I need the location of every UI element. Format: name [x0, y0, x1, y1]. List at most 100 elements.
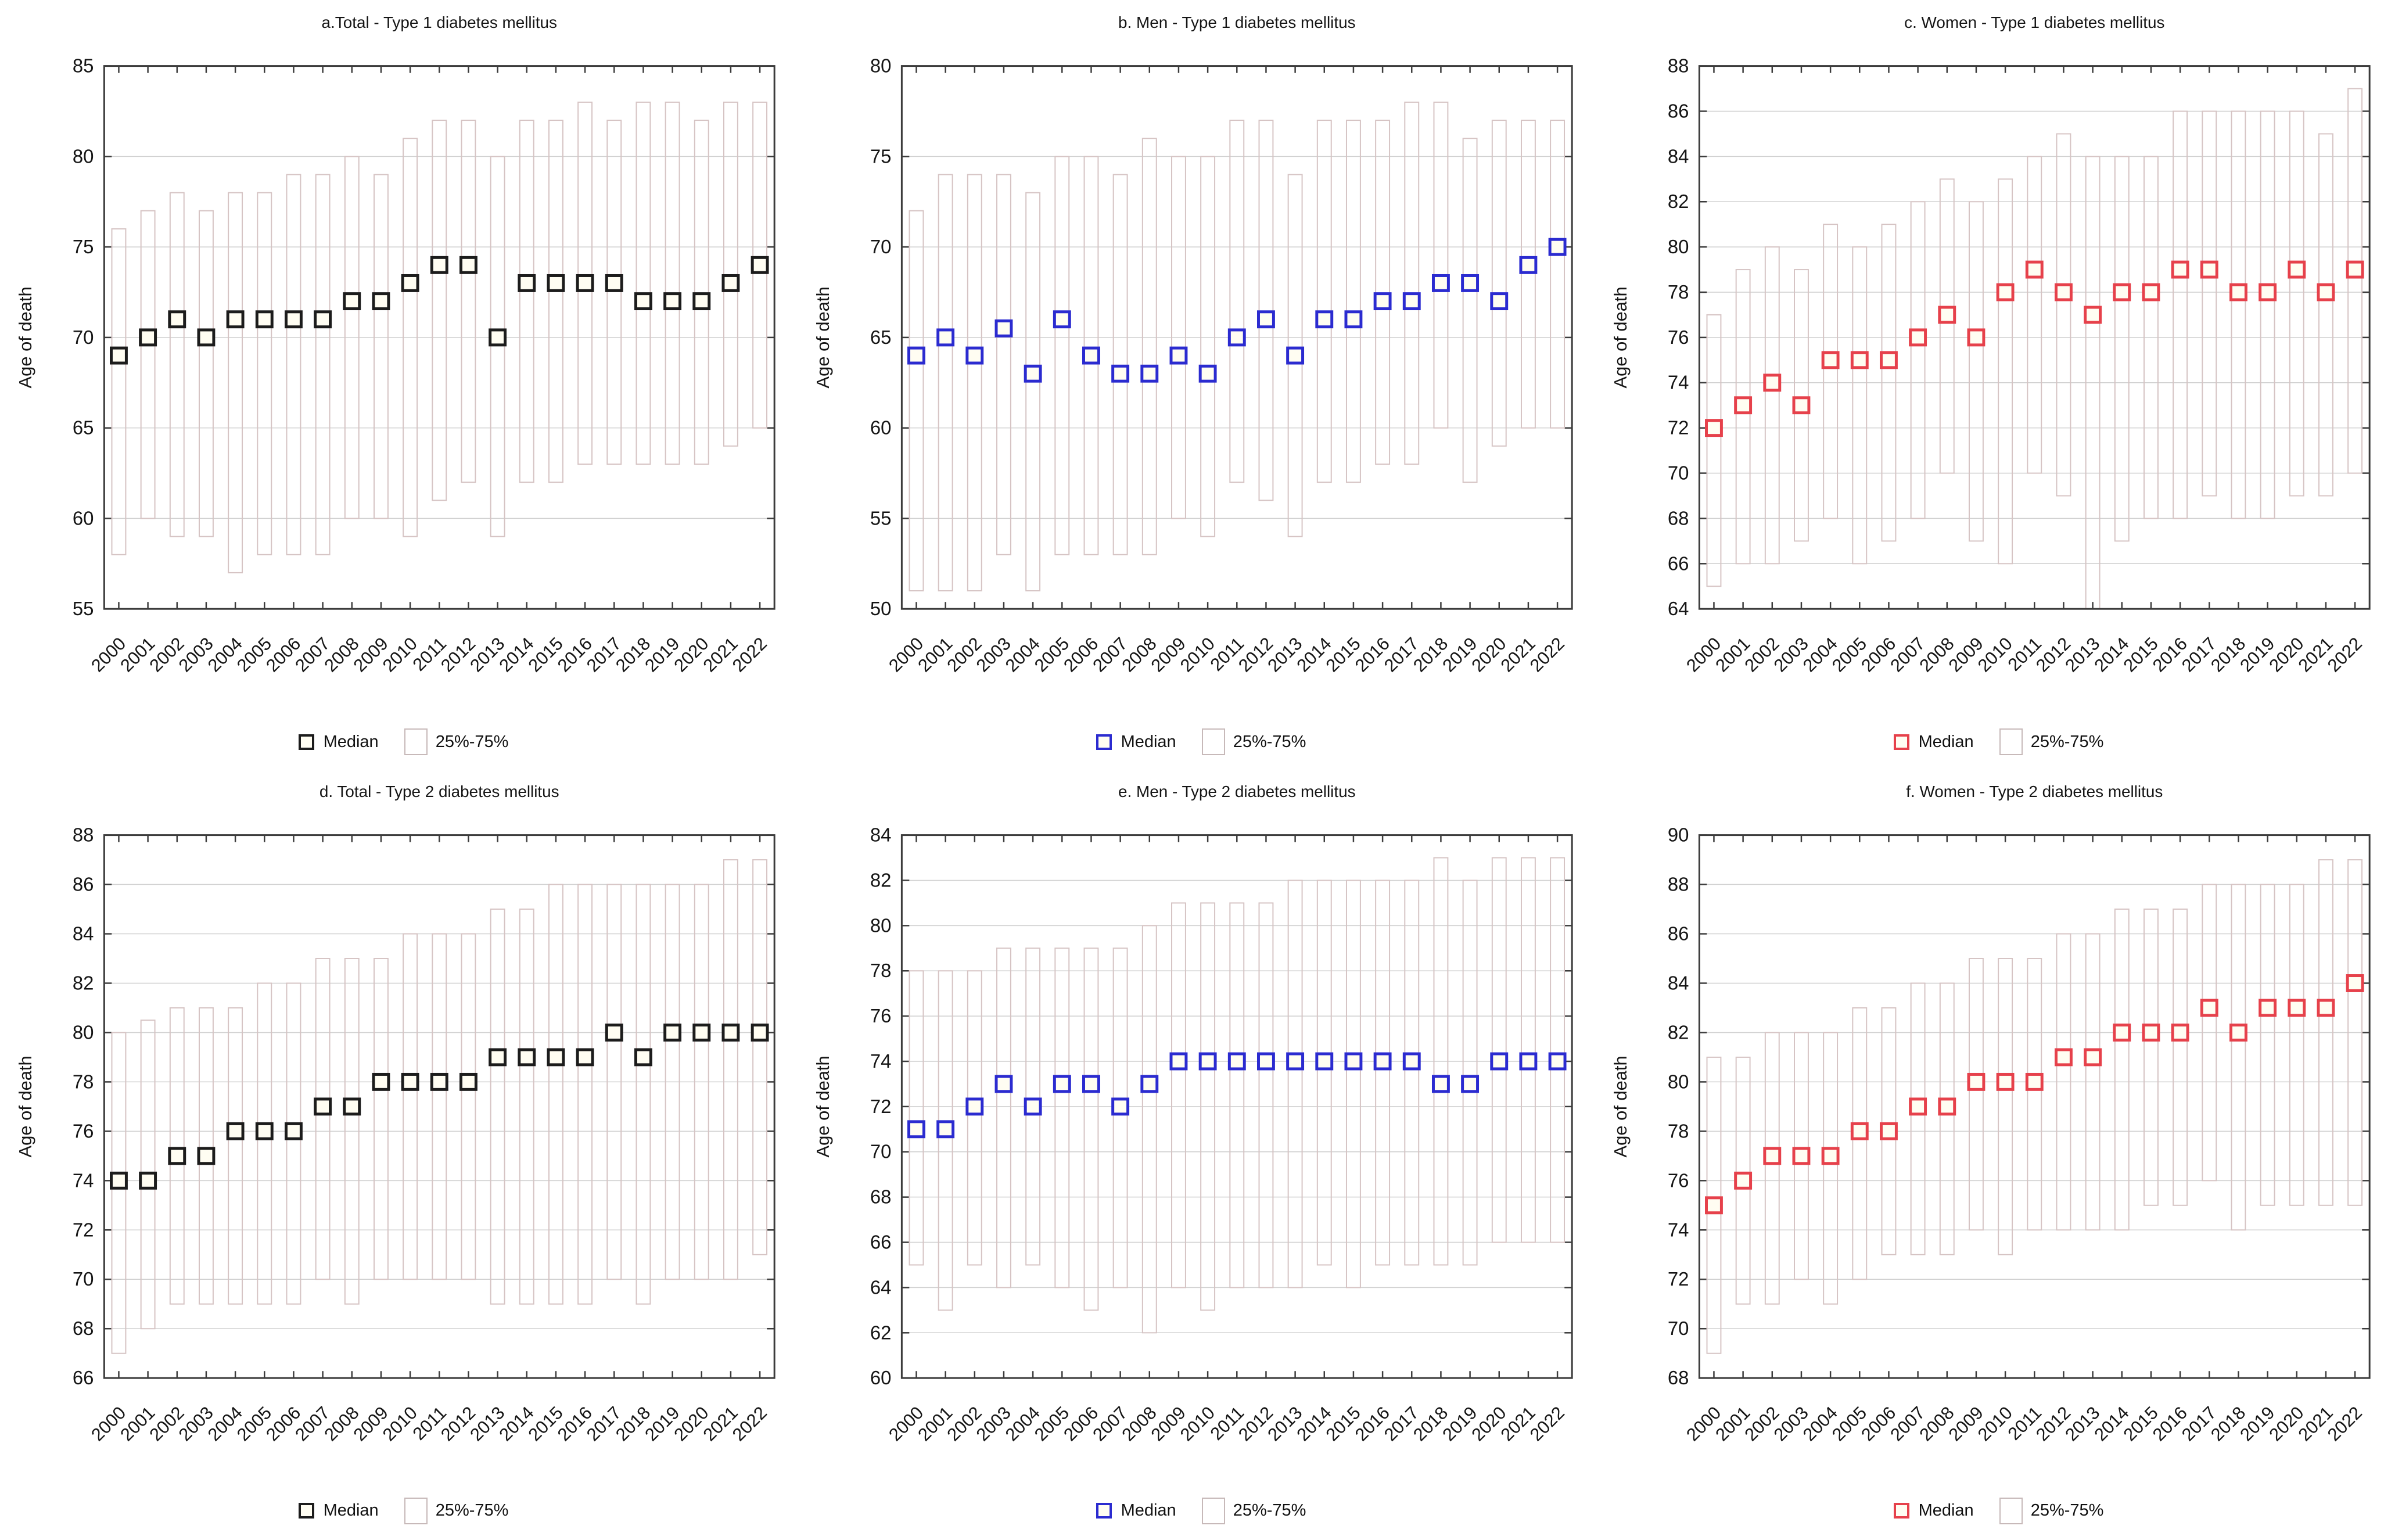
chart-women-type1: c. Women - Type 1 diabetes mellitus Age o…: [1610, 13, 2371, 676]
iqr-bar: [1171, 156, 1186, 519]
y-tick-label: 85: [73, 55, 94, 77]
median-marker: [663, 292, 682, 311]
median-marker: [314, 310, 332, 329]
median-marker: [343, 292, 361, 311]
median-marker: [2113, 283, 2131, 301]
iqr-bar: [967, 174, 982, 592]
median-marker: [1792, 1146, 1811, 1165]
y-tick-label: 90: [1668, 824, 1689, 845]
median-marker: [1256, 1052, 1275, 1070]
median-marker: [936, 1119, 955, 1138]
median-marker: [1053, 1075, 1071, 1093]
y-tick-label: 82: [870, 869, 892, 891]
y-axis-label: Age of death: [15, 1056, 35, 1157]
iqr-bar: [909, 210, 924, 592]
median-marker: [1227, 1052, 1246, 1070]
median-marker: [1111, 1097, 1130, 1115]
iqr-bar: [169, 192, 185, 537]
iqr-bar: [344, 156, 360, 519]
iqr-bar: [1968, 957, 1984, 1230]
median-marker: [1344, 1052, 1363, 1070]
chart-total-type1: a.Total - Type 1 diabetes mellitus Age of…: [15, 13, 775, 676]
plot-frame: [103, 65, 775, 610]
median-swatch-icon: [298, 1503, 314, 1519]
legend-iqr-label: 25%-75%: [1233, 732, 1306, 751]
median-marker: [1082, 1075, 1100, 1093]
chart-men-type2: e. Men - Type 2 diabetes mellitus Age of …: [813, 782, 1573, 1445]
median-marker: [1763, 374, 1782, 392]
x-tick-label: 2022: [2324, 633, 2366, 676]
panel-title: b. Men - Type 1 diabetes mellitus: [1118, 13, 1356, 31]
y-tick-label: 60: [73, 507, 94, 529]
median-marker: [1938, 306, 1956, 324]
median-marker: [1850, 351, 1869, 369]
legend-c: Median 25%-75%: [1893, 728, 2103, 756]
y-tick-label: 78: [73, 1071, 94, 1092]
y-tick-label: 66: [1668, 552, 1689, 574]
median-marker: [1519, 1052, 1538, 1070]
median-marker: [1490, 1052, 1509, 1070]
median-marker: [314, 1097, 332, 1115]
panel-title: c. Women - Type 1 diabetes mellitus: [1904, 13, 2164, 31]
iqr-bar: [723, 859, 738, 1280]
y-tick-label: 80: [1668, 236, 1689, 257]
y-tick-label: 70: [73, 326, 94, 348]
median-marker: [2259, 283, 2277, 301]
iqr-bar: [2260, 884, 2275, 1206]
iqr-bar: [2318, 133, 2333, 497]
median-marker: [1519, 256, 1538, 274]
iqr-bar: [1112, 174, 1128, 555]
median-marker: [692, 292, 711, 311]
median-marker: [2346, 260, 2364, 279]
median-swatch-icon: [1096, 1503, 1112, 1519]
y-tick-label: 62: [870, 1322, 892, 1343]
panel-title: d. Total - Type 2 diabetes mellitus: [319, 782, 559, 800]
median-marker: [2317, 999, 2335, 1017]
iqr-bar: [2202, 884, 2217, 1181]
median-marker: [1140, 1075, 1159, 1093]
y-tick-label: 76: [870, 1005, 892, 1026]
y-tick-label: 76: [73, 1120, 94, 1141]
x-tick-label: 2022: [1526, 1402, 1568, 1445]
y-axis-label: Age of death: [1610, 286, 1631, 388]
iqr-bar: [1287, 879, 1303, 1288]
iqr-bar: [1910, 201, 1926, 519]
iqr-bar: [909, 970, 924, 1265]
median-marker: [168, 310, 186, 329]
iqr-bar: [1141, 924, 1157, 1333]
iqr-bar: [286, 982, 301, 1305]
panel-title: a.Total - Type 1 diabetes mellitus: [322, 13, 557, 31]
legend-iqr-label: 25%-75%: [1233, 1501, 1306, 1520]
y-tick-label: 70: [870, 1140, 892, 1162]
y-tick-label: 84: [870, 824, 892, 845]
median-marker: [1792, 396, 1811, 415]
y-axis-label: Age of death: [813, 1056, 833, 1157]
median-marker: [692, 1023, 711, 1042]
iqr-bar: [665, 101, 680, 465]
iqr-bar: [1491, 857, 1507, 1243]
panel-title: e. Men - Type 2 diabetes mellitus: [1118, 782, 1356, 800]
median-swatch-icon: [1096, 734, 1112, 750]
y-tick-label: 70: [1668, 462, 1689, 483]
median-marker: [1734, 396, 1753, 415]
median-marker: [1548, 238, 1567, 256]
median-marker: [2171, 260, 2189, 279]
iqr-bar: [1491, 120, 1507, 447]
iqr-bar: [315, 957, 331, 1280]
iqr-bar: [635, 101, 651, 465]
median-marker: [2084, 1047, 2102, 1066]
panel-d-total-type2: d. Total - Type 2 diabetes mellitus Age o…: [5, 770, 802, 1539]
median-marker: [1315, 1052, 1334, 1070]
y-tick-label: 70: [870, 236, 892, 257]
median-marker: [1461, 274, 1480, 292]
iqr-bar: [635, 884, 651, 1305]
median-marker: [2084, 306, 2102, 324]
y-tick-label: 84: [73, 922, 94, 944]
iqr-bar: [1345, 120, 1361, 483]
iqr-bar: [548, 120, 563, 483]
iqr-bar: [199, 210, 214, 537]
iqr-bar: [257, 192, 272, 555]
iqr-bar: [2114, 156, 2130, 542]
iqr-bar: [967, 970, 982, 1265]
iqr-bar: [1025, 192, 1041, 592]
